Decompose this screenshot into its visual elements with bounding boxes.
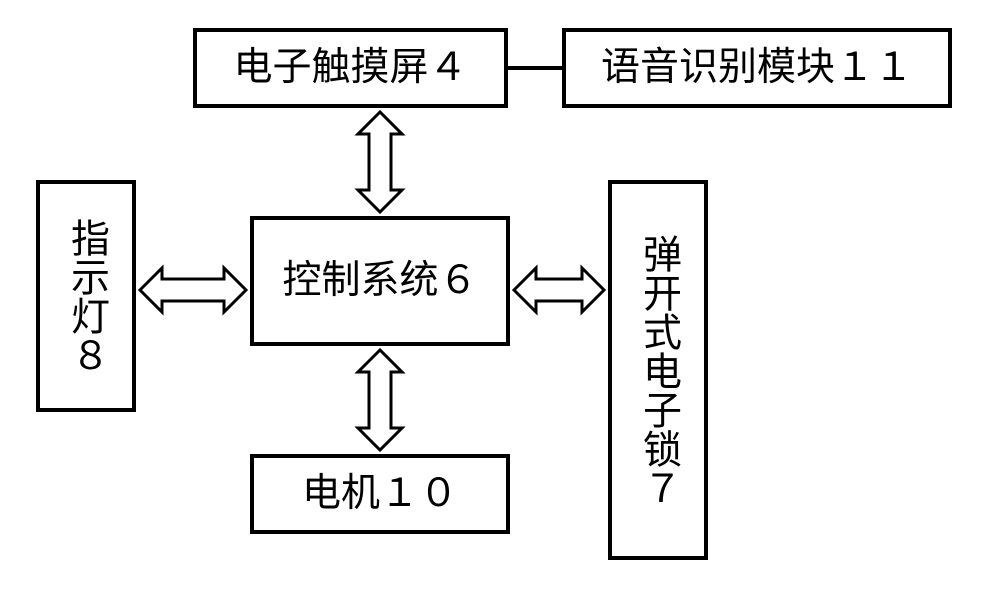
connectors-layer [0, 0, 987, 607]
edge-double-arrow [358, 112, 402, 212]
edge-double-arrow [140, 268, 246, 312]
edge-double-arrow [358, 350, 402, 450]
edge-double-arrow [514, 268, 604, 312]
